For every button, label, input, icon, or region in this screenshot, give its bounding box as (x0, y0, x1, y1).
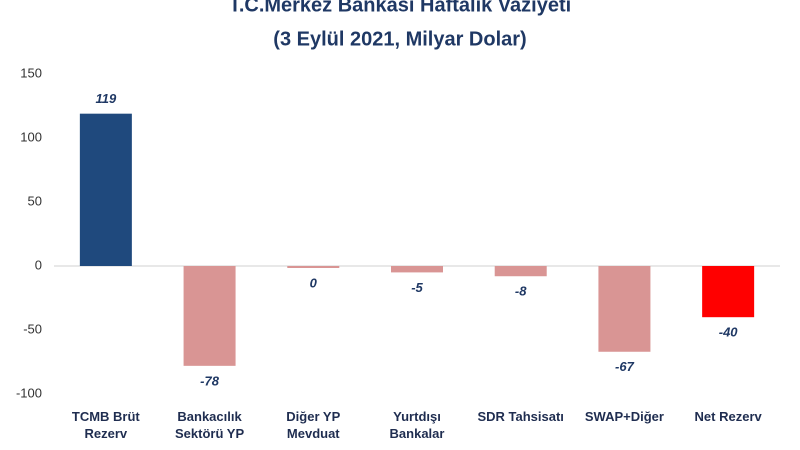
value-label: 119 (95, 91, 116, 106)
y-tick-label: 100 (20, 129, 42, 144)
x-tick-label: Bankacılık Sektörü YP (175, 409, 245, 441)
x-tick-label: SDR Tahsisatı (477, 409, 564, 424)
y-tick-label: 0 (35, 257, 42, 272)
bar (598, 266, 651, 352)
x-tick-label: TCMB Brüt Rezerv (71, 409, 140, 441)
y-tick-label: 50 (28, 193, 42, 208)
bar (494, 266, 547, 277)
x-tick-label: SWAP+Diğer (584, 409, 664, 424)
x-tick-label: Net Rezerv (694, 409, 762, 424)
chart-subtitle: (3 Eylül 2021, Milyar Dolar) (273, 28, 526, 50)
bar (702, 266, 755, 318)
value-label: -5 (411, 280, 423, 295)
bar (391, 266, 443, 273)
value-label: -8 (515, 284, 527, 299)
y-tick-label: 150 (20, 65, 42, 80)
y-tick-label: -100 (16, 385, 42, 400)
chart-title: T.C.Merkez Bankası Haftalık Vaziyeti (229, 0, 571, 16)
bar (79, 113, 132, 267)
value-label: 0 (310, 275, 318, 290)
bar (287, 266, 340, 268)
value-label: -78 (200, 373, 220, 388)
y-tick-label: -50 (23, 321, 42, 336)
value-label: -40 (719, 325, 739, 340)
x-tick-label: Diğer YP Mevduat (286, 409, 341, 441)
x-tick-label: Yurtdışı Bankalar (389, 409, 445, 441)
value-label: -67 (615, 359, 635, 374)
bar (183, 266, 236, 366)
